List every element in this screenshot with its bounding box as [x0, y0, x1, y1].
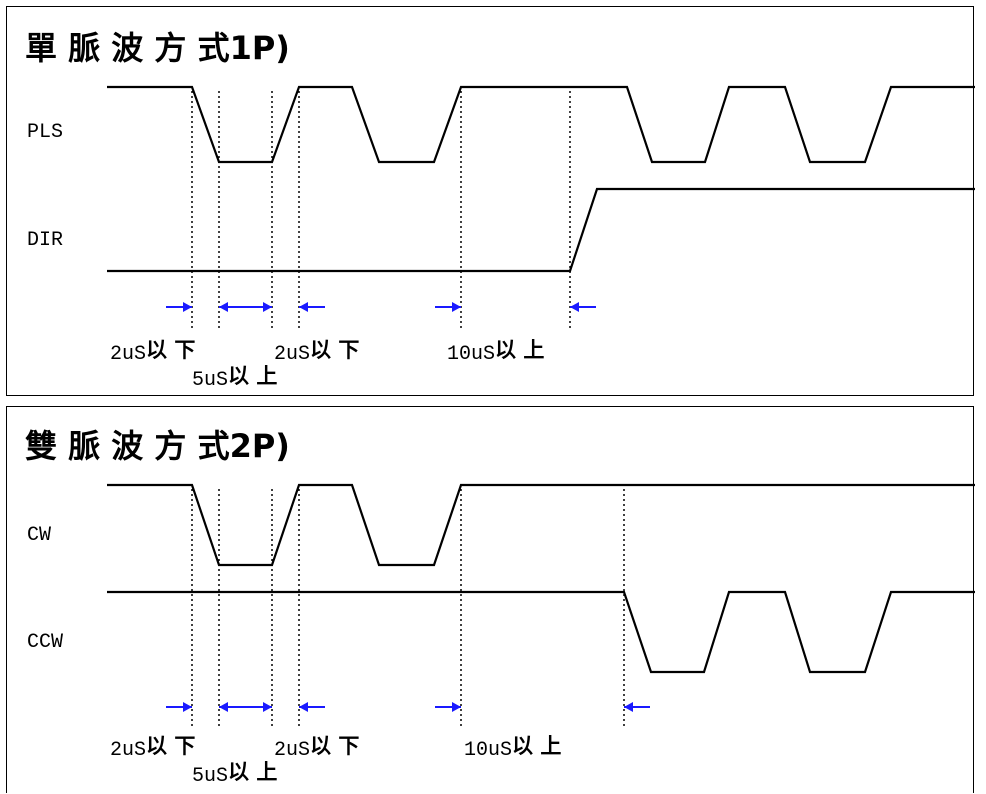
timing-label: 5uS以 上 — [192, 760, 277, 788]
signal-label-cw: CW — [27, 524, 51, 547]
timing-qualifier: 以 下 — [146, 338, 195, 362]
timing-label: 2uS以 下 — [110, 734, 195, 762]
timing-value: 10uS — [464, 739, 512, 762]
timing-value: 2uS — [274, 739, 310, 762]
timing-label: 10uS以 上 — [447, 338, 544, 366]
panel-title: 雙 脈 波 方 式2P) — [25, 427, 290, 465]
timing-qualifier: 以 下 — [146, 734, 195, 758]
timing-value: 2uS — [110, 739, 146, 762]
arrow-head-icon — [570, 302, 579, 312]
arrow-head-icon — [452, 702, 461, 712]
waveform-cw — [107, 483, 975, 567]
timing-qualifier: 以 下 — [310, 734, 359, 758]
timing-value: 10uS — [447, 343, 495, 366]
timing-label: 5uS以 上 — [192, 364, 277, 392]
panel-title: 單 脈 波 方 式1P) — [25, 29, 290, 67]
signal-label-pls: PLS — [27, 121, 63, 144]
timing-value: 2uS — [274, 343, 310, 366]
arrow-head-icon — [219, 702, 228, 712]
waveform-pls — [107, 85, 975, 164]
arrow-head-icon — [263, 702, 272, 712]
timing-label: 2uS以 下 — [274, 338, 359, 366]
timing-label: 10uS以 上 — [464, 734, 561, 762]
arrow-head-icon — [452, 302, 461, 312]
arrow-head-icon — [219, 302, 228, 312]
arrow-head-icon — [263, 302, 272, 312]
timing-qualifier: 以 上 — [228, 364, 277, 388]
waveform-dir — [107, 187, 975, 273]
timing-label: 2uS以 下 — [274, 734, 359, 762]
arrow-head-icon — [183, 302, 192, 312]
timing-qualifier: 以 下 — [310, 338, 359, 362]
timing-value: 5uS — [192, 765, 228, 788]
arrow-head-icon — [299, 702, 308, 712]
timing-label: 2uS以 下 — [110, 338, 195, 366]
arrow-head-icon — [183, 702, 192, 712]
timing-qualifier: 以 上 — [228, 760, 277, 784]
signal-label-ccw: CCW — [27, 631, 63, 654]
timing-value: 2uS — [110, 343, 146, 366]
arrow-head-icon — [299, 302, 308, 312]
timing-qualifier: 以 上 — [512, 734, 561, 758]
waveform-ccw — [107, 590, 975, 674]
timing-value: 5uS — [192, 369, 228, 392]
timing-qualifier: 以 上 — [495, 338, 544, 362]
signal-label-dir: DIR — [27, 229, 63, 252]
arrow-head-icon — [624, 702, 633, 712]
panel-double-pulse: 雙 脈 波 方 式2P) CW CCW 2uS以 下 5uS以 上 2uS以 下 10… — [6, 406, 975, 793]
